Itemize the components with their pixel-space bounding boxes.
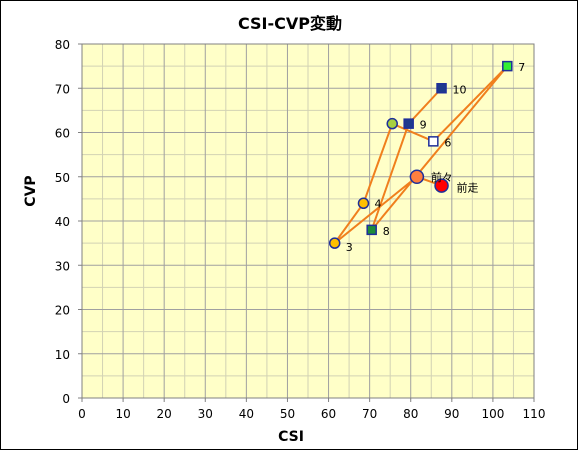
- point-label-前走: 前走: [457, 181, 479, 195]
- marker-point-前走: [434, 178, 449, 193]
- x-tick-label: 110: [523, 407, 546, 421]
- marker-point-4: [357, 197, 370, 210]
- marker-point-6: [428, 136, 439, 147]
- marker-point-10: [436, 83, 447, 94]
- x-tick-label: 50: [280, 407, 295, 421]
- y-tick-label: 50: [55, 171, 70, 185]
- y-tick-label: 10: [55, 348, 70, 362]
- y-axis-ticks: 0 10 20 30 40 50 60 70 80: [55, 38, 82, 406]
- x-tick-label: 90: [444, 407, 459, 421]
- chart-title: CSI-CVP変動: [238, 14, 342, 33]
- x-tick-label: 10: [115, 407, 130, 421]
- x-axis-label: CSI: [278, 429, 304, 445]
- x-tick-label: 20: [157, 407, 172, 421]
- point-label-3: 3: [346, 241, 353, 254]
- x-tick-label: 60: [321, 407, 336, 421]
- point-label-8: 8: [383, 225, 390, 238]
- y-tick-label: 0: [62, 392, 70, 406]
- major-gridlines: [82, 44, 534, 398]
- y-tick-label: 40: [55, 215, 70, 229]
- marker-point-9: [403, 118, 414, 129]
- marker-point-5: [386, 117, 398, 130]
- x-tick-label: 70: [362, 407, 377, 421]
- point-label-7: 7: [518, 61, 525, 74]
- x-axis-ticks: 0 10 20 30 40 50 60 70 80 90 100 110: [78, 398, 545, 421]
- x-tick-label: 100: [481, 407, 504, 421]
- y-tick-label: 80: [55, 38, 70, 52]
- y-tick-label: 60: [55, 127, 70, 141]
- marker-point-8: [366, 224, 377, 236]
- y-tick-label: 20: [55, 304, 70, 318]
- point-label-9: 9: [420, 119, 427, 132]
- data-markers: [328, 60, 513, 249]
- marker-point-3: [328, 237, 341, 249]
- marker-point-前々: [409, 169, 425, 184]
- point-label-4: 4: [374, 197, 381, 210]
- series-polyline: [333, 65, 509, 244]
- x-tick-label: 0: [78, 407, 86, 421]
- y-tick-label: 30: [55, 259, 70, 273]
- point-label-10: 10: [453, 83, 467, 96]
- x-tick-label: 40: [239, 407, 254, 421]
- point-label-6: 6: [444, 136, 451, 149]
- point-label-前々: 前々: [431, 170, 453, 184]
- y-axis-label: CVP: [23, 175, 39, 206]
- marker-point-7: [502, 60, 513, 72]
- x-tick-label: 80: [403, 407, 418, 421]
- x-tick-label: 30: [198, 407, 213, 421]
- series-line: [333, 65, 509, 244]
- y-tick-label: 70: [55, 82, 70, 96]
